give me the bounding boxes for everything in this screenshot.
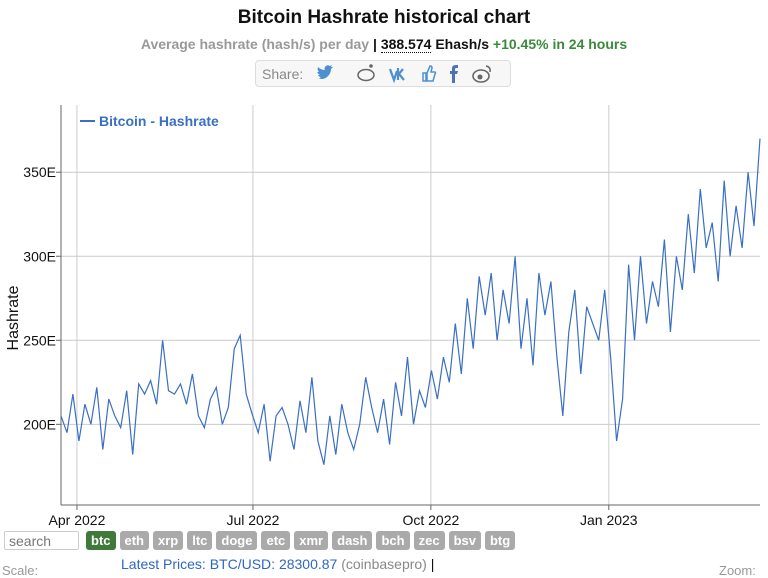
coin-button[interactable]: bsv (448, 531, 481, 550)
coin-button[interactable]: btg (484, 531, 516, 550)
y-tick-label: 300E (23, 248, 56, 264)
coin-button[interactable]: doge (216, 531, 258, 550)
prices-label: Latest Prices: BTC/USD: (121, 556, 276, 572)
prices-value: 28300.87 (278, 556, 338, 572)
coin-button[interactable]: btc (86, 531, 116, 550)
search-input[interactable]: search (4, 531, 79, 550)
weibo-icon[interactable] (472, 65, 491, 83)
share-label: Share: (262, 66, 304, 82)
x-tick-label: Apr 2022 (49, 512, 106, 528)
facebook-icon[interactable] (450, 65, 458, 83)
y-tick-label: 200E (23, 416, 56, 432)
reddit-icon[interactable] (357, 64, 375, 82)
current-unit: Ehash/s (435, 36, 490, 52)
legend-label: Bitcoin - Hashrate (99, 113, 219, 129)
change: +10.45% in 24 hours (492, 36, 628, 52)
scale-label: Scale: (2, 563, 39, 578)
like-glyph (422, 65, 437, 82)
coin-button[interactable]: ltc (187, 531, 213, 550)
coin-buttons: btc eth xrp ltc doge etc xmr dash bch zec bsv btg (86, 531, 516, 550)
coin-button[interactable]: dash (332, 531, 373, 550)
vk-icon[interactable] (388, 68, 405, 84)
coin-button[interactable]: xrp (153, 531, 184, 550)
x-tick-label: Oct 2022 (402, 512, 459, 528)
prices-separator: | (430, 556, 435, 572)
like-icon[interactable] (422, 65, 437, 82)
vk-glyph (388, 68, 405, 84)
zoom-label: Zoom: (719, 563, 756, 578)
reddit-glyph (357, 68, 375, 82)
twitter-glyph (317, 65, 333, 79)
coin-button[interactable]: zec (413, 531, 445, 550)
twitter-icon[interactable] (317, 65, 333, 79)
data-line (61, 138, 761, 465)
y-tick-label: 250E (23, 332, 56, 348)
subtitle: Average hashrate (hash/s) per day | 388.… (0, 36, 768, 53)
reddit-dot (369, 64, 373, 68)
coin-button[interactable]: xmr (294, 531, 329, 550)
separator: | (373, 36, 377, 52)
prices-source: (coinbasepro) (341, 556, 427, 572)
weibo-glyph (472, 69, 490, 83)
coin-button[interactable]: eth (119, 531, 149, 550)
weibo-wave (485, 65, 491, 73)
y-tick-label: 350E (23, 164, 56, 180)
chart: Hashrate 200E 250E 300E 350E Apr 2022 Jul 202… (5, 105, 761, 528)
coin-button[interactable]: etc (261, 531, 291, 550)
page-title: Bitcoin Hashrate historical chart (237, 7, 531, 28)
share-icons (317, 64, 491, 84)
share-bar: Share: (255, 60, 511, 87)
coin-button[interactable]: bch (376, 531, 410, 550)
x-tick-label: Jul 2022 (226, 512, 279, 528)
latest-prices: Latest Prices: BTC/USD: 28300.87 (coinba… (121, 556, 434, 572)
weibo-eye (477, 74, 483, 80)
x-tick-label: Jan 2023 (580, 512, 638, 528)
current-value[interactable]: 388.574 (380, 36, 432, 53)
facebook-glyph (450, 65, 458, 83)
subtitle-text: Average hashrate (hash/s) per day (140, 36, 370, 52)
y-axis-label: Hashrate (5, 285, 22, 350)
